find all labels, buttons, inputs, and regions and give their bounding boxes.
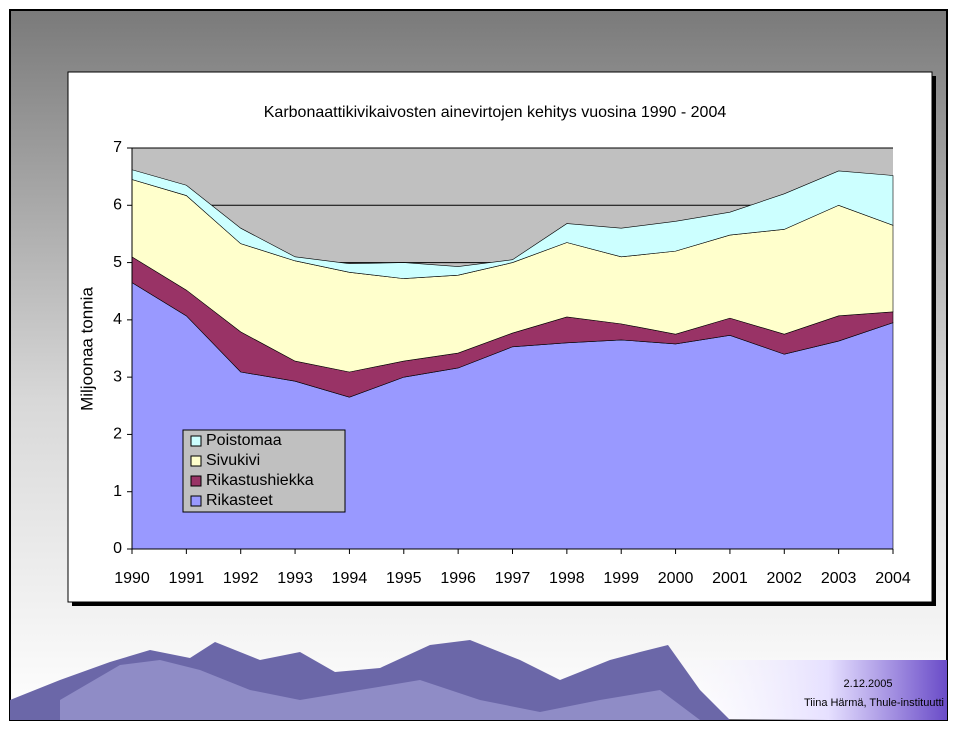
footer-author: Tiina Härmä, Thule-instituutti — [804, 697, 944, 709]
area — [131, 169, 894, 279]
x-tick-label: 2003 — [821, 570, 857, 587]
plot: 0 1 2 3 4 5 6 7 1990 1991 1992 1993 1994 1995 1996 1997… — [113, 139, 911, 587]
x-tick-label: 1999 — [603, 570, 639, 587]
legend — [182, 429, 346, 513]
y-tick-label: 0 — [113, 540, 122, 557]
x-tick-label: 1997 — [495, 570, 531, 587]
legend-label: Rikastushiekka — [206, 472, 314, 489]
x-tick-label: 1994 — [332, 570, 368, 587]
x-tick-label: 2001 — [712, 570, 748, 587]
x-tick-label: 1991 — [169, 570, 205, 587]
legend-swatch — [190, 495, 202, 507]
legend-swatch — [190, 475, 202, 487]
legend-label: Sivukivi — [206, 452, 260, 469]
y-tick-label: 7 — [113, 139, 122, 156]
x-tick-label: 1990 — [114, 570, 150, 587]
legend-swatch — [190, 435, 202, 447]
x-tick-label: 1996 — [440, 570, 476, 587]
y-tick-label: 1 — [113, 483, 122, 500]
y-tick-label: 6 — [113, 197, 122, 214]
y-axis-label: Miljoonaa tonnia — [77, 287, 96, 411]
x-tick-label: 1995 — [386, 570, 422, 587]
y-tick-label: 4 — [113, 311, 122, 328]
x-tick-label: 2000 — [658, 570, 694, 587]
x-tick-label: 1993 — [277, 570, 313, 587]
legend-label: Rikasteet — [206, 492, 273, 509]
legend-label: Poistomaa — [206, 432, 282, 449]
footer-date: 2.12.2005 — [844, 678, 893, 690]
y-tick-label: 2 — [113, 426, 122, 443]
y-tick-label: 5 — [113, 254, 122, 271]
y-tick-label: 3 — [113, 368, 122, 385]
mountains-light — [60, 660, 700, 720]
x-tick-label: 1992 — [223, 570, 259, 587]
x-tick-label: 1998 — [549, 570, 585, 587]
legend-swatch — [190, 455, 202, 467]
chart-title: Karbonaattikivikaivosten ainevirtojen ke… — [264, 104, 727, 121]
x-tick-label: 2004 — [875, 570, 911, 587]
x-tick-label: 2002 — [766, 570, 802, 587]
